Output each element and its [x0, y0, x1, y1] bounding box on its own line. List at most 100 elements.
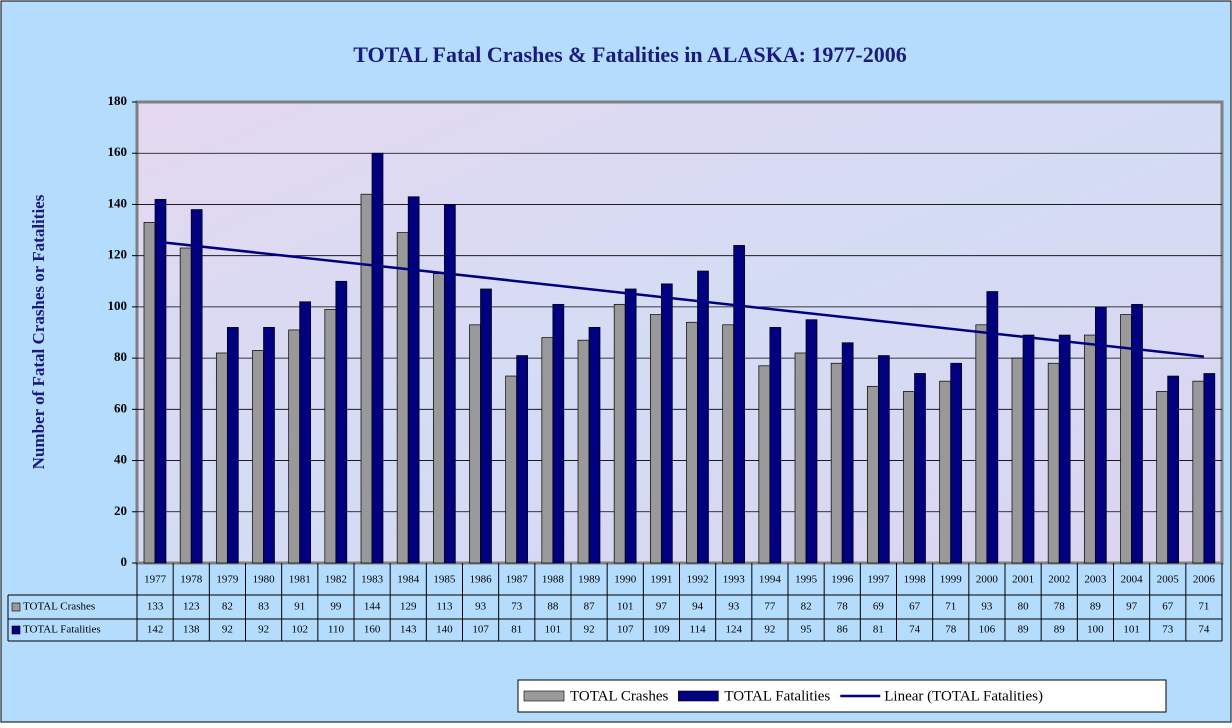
table-value: 110 [328, 624, 345, 636]
bar [179, 247, 192, 564]
x-tick-label: 2000 [976, 574, 999, 586]
bar [686, 321, 698, 564]
bar [1192, 380, 1205, 564]
table-value: 89 [1018, 624, 1030, 636]
table-value: 74 [909, 624, 921, 636]
table-value: 67 [1162, 601, 1174, 613]
table-value: 73 [1162, 624, 1174, 636]
y-tick-label: 40 [114, 452, 127, 467]
table-value: 143 [400, 624, 417, 636]
y-tick-label: 140 [108, 195, 128, 210]
bar [624, 288, 637, 564]
x-tick-label: 1983 [361, 574, 384, 586]
bar [588, 327, 601, 564]
table-value: 99 [330, 601, 342, 613]
bar [154, 198, 167, 564]
bar [1131, 303, 1143, 564]
table-value: 142 [147, 624, 164, 636]
bar [407, 196, 420, 564]
y-tick-label: 100 [108, 298, 128, 313]
table-value: 129 [400, 601, 417, 613]
bar [877, 355, 890, 564]
table-legend-key [11, 602, 21, 612]
table-value: 80 [1018, 601, 1030, 613]
bar [432, 273, 445, 564]
bar [288, 329, 301, 564]
bar [541, 337, 554, 564]
bar [505, 375, 518, 564]
bar [660, 283, 673, 564]
table-value: 140 [436, 624, 453, 636]
table-value: 106 [979, 624, 996, 636]
table-value: 93 [728, 601, 740, 613]
x-tick-label: 2004 [1121, 574, 1144, 586]
bar [324, 309, 337, 564]
legend-key [523, 690, 565, 702]
table-value: 123 [183, 601, 200, 613]
chart-title: TOTAL Fatal Crashes & Fatalities in ALAS… [353, 42, 906, 67]
legend-label: TOTAL Fatalities [724, 688, 830, 704]
bar [1047, 362, 1060, 564]
x-tick-label: 1987 [506, 574, 529, 586]
bar [830, 362, 843, 564]
table-value: 88 [547, 601, 559, 613]
bar [975, 324, 988, 564]
bar [649, 314, 662, 564]
table-value: 144 [364, 601, 381, 613]
x-tick-label: 1986 [470, 574, 493, 586]
table-value: 133 [147, 601, 164, 613]
x-tick-label: 2003 [1084, 574, 1107, 586]
x-tick-label: 1978 [180, 574, 203, 586]
x-tick-label: 2002 [1048, 574, 1070, 586]
table-value: 102 [292, 624, 309, 636]
table-value: 101 [1123, 624, 1140, 636]
y-tick-label: 160 [108, 144, 128, 159]
table-value: 138 [183, 624, 200, 636]
bar [1167, 375, 1180, 564]
x-tick-label: 1994 [759, 574, 782, 586]
y-axis-label: Number of Fatal Crashes or Fatalities [29, 194, 48, 469]
table-value: 73 [511, 601, 523, 613]
x-tick-label: 1999 [940, 574, 963, 586]
plot-area [135, 100, 1224, 565]
bar [443, 204, 456, 564]
table-value: 124 [726, 624, 743, 636]
table-value: 92 [258, 624, 269, 636]
y-tick-label: 180 [108, 93, 128, 108]
bar [769, 327, 782, 564]
bar [516, 355, 529, 564]
y-tick-label: 60 [114, 400, 127, 415]
bar [1022, 334, 1035, 564]
x-tick-label: 1998 [904, 574, 927, 586]
x-tick-label: 1996 [831, 574, 854, 586]
y-tick-label: 120 [108, 247, 128, 262]
bar [552, 303, 565, 564]
x-tick-label: 2005 [1157, 574, 1180, 586]
table-value: 89 [1054, 624, 1066, 636]
bar [1094, 306, 1107, 564]
bar [480, 288, 492, 564]
bar [950, 362, 963, 564]
x-tick-label: 1982 [325, 574, 347, 586]
table-value: 109 [653, 624, 670, 636]
bar [396, 232, 409, 564]
bar [986, 291, 999, 564]
bar [613, 303, 626, 564]
bar [469, 324, 481, 564]
table-value: 83 [258, 601, 270, 613]
bar [335, 280, 348, 564]
trend-line [154, 240, 1205, 358]
x-tick-label: 1991 [650, 574, 672, 586]
bar [733, 245, 746, 564]
x-tick-label: 2006 [1193, 574, 1216, 586]
x-tick-label: 1989 [578, 574, 601, 586]
x-tick-label: 1990 [614, 574, 637, 586]
table-value: 91 [294, 601, 305, 613]
x-tick-label: 1988 [542, 574, 565, 586]
y-tick-label: 80 [114, 349, 127, 364]
bar [360, 193, 373, 564]
table-value: 82 [801, 601, 812, 613]
table-value: 81 [873, 624, 884, 636]
bar [299, 301, 312, 564]
